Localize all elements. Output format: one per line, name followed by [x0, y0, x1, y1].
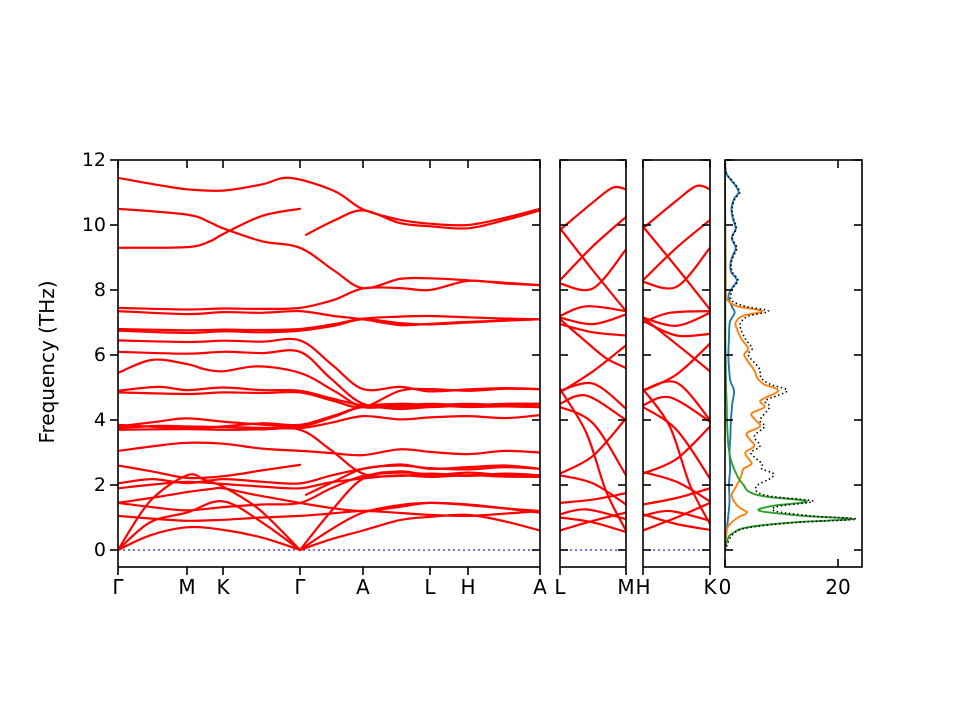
band-line [643, 380, 710, 422]
band-line [560, 185, 626, 231]
k-point-label: Γ [112, 575, 124, 599]
band-line [560, 394, 626, 422]
band-line [118, 509, 540, 522]
y-tick-label: 12 [82, 149, 106, 171]
panel-frame-dos [724, 159, 863, 568]
band-line [643, 316, 710, 373]
k-point-label: H [460, 575, 475, 599]
dos-tick-label: 0 [719, 575, 732, 599]
band-line [560, 511, 626, 532]
k-point-label: M [178, 575, 195, 599]
k-point-label: L [554, 575, 566, 599]
band-line [118, 463, 540, 485]
dos-curve-pdos-species-3 [725, 160, 854, 551]
band-line [560, 508, 626, 521]
band-line [118, 427, 540, 478]
band-line [560, 318, 626, 370]
dos-tick-label: 20 [825, 575, 850, 599]
k-point-label: L [424, 575, 436, 599]
band-line [560, 492, 626, 504]
panel-frame-HK [642, 159, 711, 568]
band-line [118, 349, 540, 408]
y-axis-title: Frequency (THz) [35, 280, 59, 444]
band-line [560, 516, 626, 534]
band-line [643, 513, 710, 531]
band-line [118, 314, 540, 332]
band-line [643, 395, 710, 423]
band-line [643, 509, 710, 522]
band-line [643, 487, 710, 506]
band-line [643, 501, 710, 532]
band-line [643, 225, 710, 311]
band-line [304, 209, 540, 236]
band-line [118, 337, 540, 393]
band-line [118, 441, 540, 457]
band-line [118, 486, 540, 513]
y-tick-label: 0 [94, 539, 106, 561]
y-tick-label: 4 [94, 409, 106, 431]
band-line [643, 470, 710, 503]
k-point-label: K [216, 575, 230, 599]
band-line [118, 385, 540, 409]
k-point-label: M [617, 575, 634, 599]
band-line [118, 414, 540, 430]
bands-LM [560, 185, 626, 551]
k-point-label: H [635, 575, 650, 599]
y-tick-label: 2 [94, 474, 106, 496]
band-line [560, 381, 626, 410]
band-line [118, 176, 540, 227]
band-line [560, 227, 626, 313]
band-line [298, 513, 540, 552]
k-point-label: Γ [294, 575, 306, 599]
bands-main [118, 176, 540, 552]
dos-curves [725, 160, 857, 551]
band-line [118, 463, 302, 480]
band-line [304, 464, 540, 496]
band-line [560, 417, 626, 475]
band-line [643, 246, 710, 290]
k-point-label: A [356, 575, 370, 599]
band-line [560, 474, 626, 506]
band-line [643, 184, 710, 230]
band-line [560, 215, 626, 282]
band-line [118, 402, 540, 428]
band-line [643, 425, 710, 475]
band-line [118, 500, 302, 552]
band-line [118, 525, 302, 552]
dos-curve-pdos-species-2 [725, 160, 780, 551]
band-line [560, 313, 626, 326]
band-line [560, 305, 626, 318]
band-line [118, 207, 540, 290]
band-line [118, 309, 540, 327]
y-tick-label: 8 [94, 279, 106, 301]
bands-HK [643, 184, 710, 551]
dos-curve-total-dos [725, 160, 857, 551]
y-tick-label: 6 [94, 344, 106, 366]
panel-frame-main [117, 159, 541, 568]
panel-frame-LM [559, 159, 627, 568]
band-line [643, 311, 710, 327]
k-point-label: A [533, 575, 547, 599]
band-line [560, 405, 626, 477]
band-line [560, 248, 626, 292]
y-tick-label: 10 [82, 214, 106, 236]
band-line [118, 207, 302, 249]
band-line [643, 219, 710, 282]
band-line [643, 405, 710, 480]
band-line [118, 387, 540, 409]
k-point-label: K [703, 575, 717, 599]
